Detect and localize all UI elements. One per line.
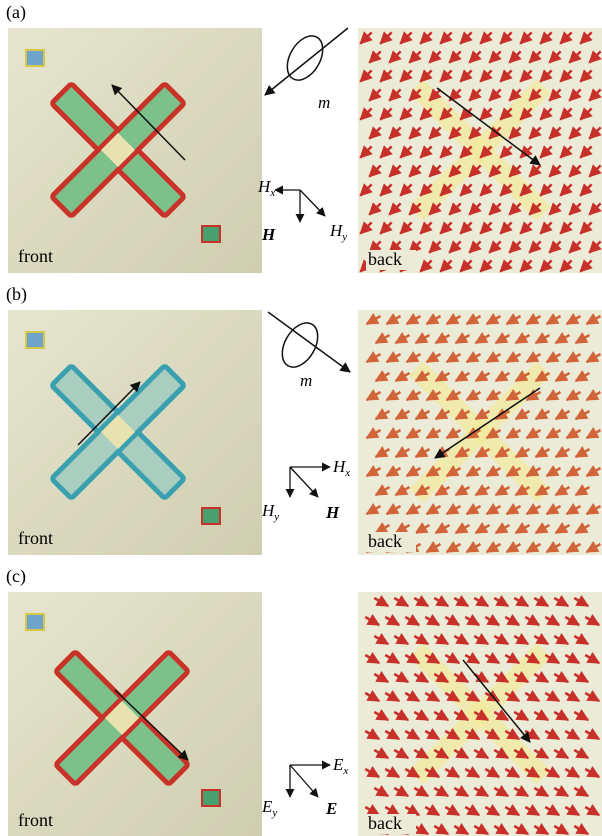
symbol-main: E bbox=[325, 799, 337, 818]
panel-label: (a) bbox=[6, 2, 26, 23]
back-label: back bbox=[368, 249, 402, 269]
axis-arrow bbox=[290, 467, 318, 497]
axis-symbol: Hx bbox=[332, 457, 350, 479]
axis-symbol: H bbox=[261, 225, 276, 244]
axis-arrow bbox=[300, 190, 325, 216]
symbol-sub: x bbox=[344, 467, 350, 479]
symbol-main: E bbox=[261, 797, 273, 816]
axis-symbol: Ey bbox=[261, 797, 277, 819]
pad bbox=[26, 50, 44, 66]
axis-symbol: Hy bbox=[261, 501, 279, 523]
back-label: back bbox=[368, 531, 402, 551]
pad bbox=[202, 508, 220, 524]
front-label: front bbox=[18, 810, 53, 830]
moment-label: m bbox=[300, 371, 312, 390]
axis-symbol: H bbox=[325, 503, 340, 522]
panel-label: (b) bbox=[6, 284, 27, 305]
pad bbox=[202, 790, 220, 806]
symbol-sub: x bbox=[342, 765, 348, 777]
current-loop bbox=[280, 30, 330, 87]
axis-symbol: E bbox=[325, 799, 337, 818]
front-label: front bbox=[18, 246, 53, 266]
symbol-sub: y bbox=[341, 231, 347, 243]
symbol-main: E bbox=[332, 755, 344, 774]
axis-symbol: Hx bbox=[257, 177, 275, 199]
figure: (a) front back m Hx Hy H (b) front back m Hx Hy H (c) f… bbox=[0, 0, 602, 836]
pad bbox=[26, 332, 44, 348]
symbol-main: H bbox=[325, 503, 340, 522]
panel-label: (c) bbox=[6, 566, 26, 587]
symbol-sub: x bbox=[269, 187, 275, 199]
current-loop bbox=[275, 317, 325, 374]
back-label: back bbox=[368, 813, 402, 833]
axis-symbol: Hy bbox=[329, 221, 347, 243]
front-label: front bbox=[18, 528, 53, 548]
moment-arrow bbox=[268, 312, 350, 372]
symbol-sub: y bbox=[273, 511, 279, 523]
axis-arrow bbox=[290, 765, 318, 797]
pad bbox=[202, 226, 220, 242]
axis-symbol: Ex bbox=[332, 755, 348, 777]
symbol-sub: y bbox=[271, 807, 277, 819]
symbol-main: H bbox=[261, 225, 276, 244]
moment-arrow bbox=[265, 28, 348, 95]
moment-label: m bbox=[318, 93, 330, 112]
pad bbox=[26, 614, 44, 630]
